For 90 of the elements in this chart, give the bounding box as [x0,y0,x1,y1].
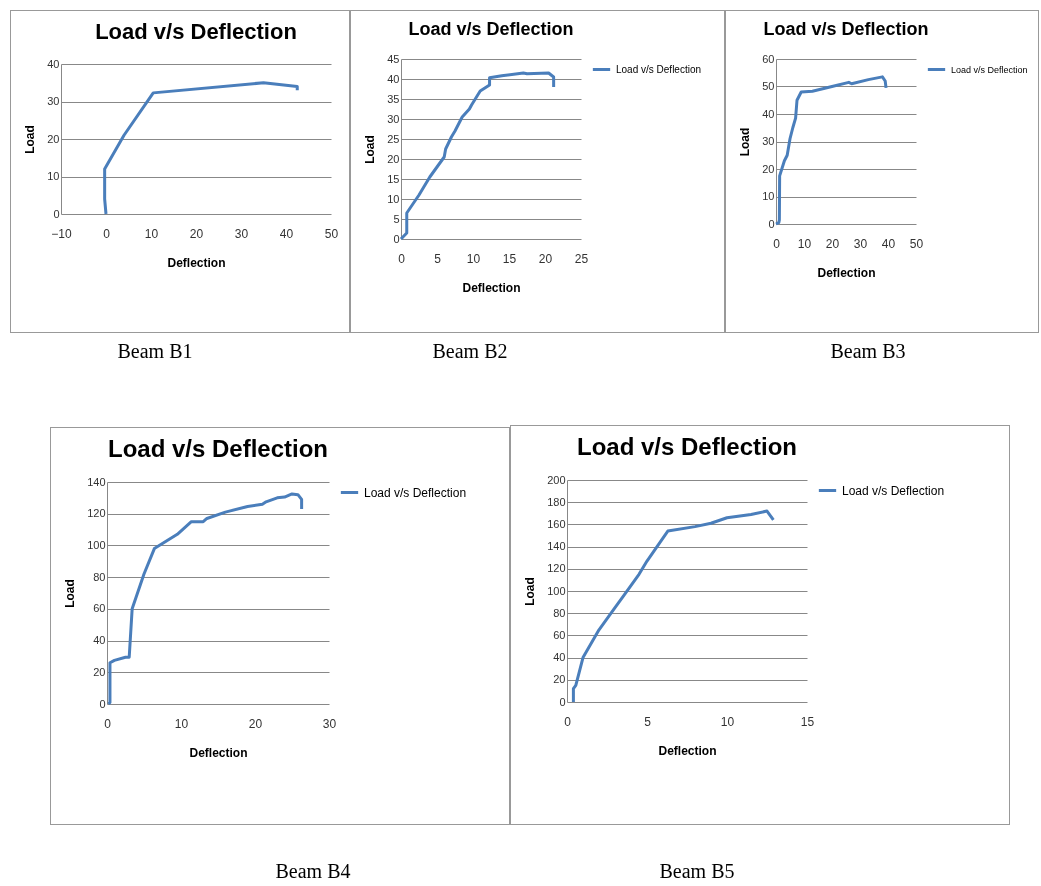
y-tick-label: 40 [762,107,775,120]
y-tick-label: 45 [387,52,400,65]
x-tick-label: 30 [322,716,337,731]
x-tick-label: 20 [189,226,204,241]
x-axis-title: Deflection [189,745,248,760]
text: Beam B4 [274,860,352,883]
x-tick-label: 20 [825,236,840,251]
legend-label: Load v/s Deflection [616,63,702,75]
y-tick-label: 40 [387,72,400,85]
y-tick-label: 50 [762,80,775,92]
chart-title: Load v/s Deflection [107,435,329,462]
y-tick-label: 20 [93,665,106,678]
y-tick-label: 20 [387,152,400,165]
legend-label: Load v/s Deflection [364,485,467,500]
y-tick-label: 0 [768,217,775,230]
legend-label: Load v/s Deflection [842,483,945,498]
y-tick-label: 30 [762,135,775,147]
y-tick-label: 10 [762,190,775,202]
y-tick-label: 30 [47,95,60,107]
line-series [103,81,299,216]
y-tick-label: 20 [762,162,775,175]
chart-title: Load v/s Deflection [763,19,929,39]
y-axis-title: Load [363,135,378,164]
y-tick-label: 10 [47,170,60,182]
text: Beam B5 [658,860,736,883]
y-tick-label: 30 [387,112,400,125]
line-series [106,492,304,706]
y-tick-label: 60 [762,52,775,65]
y-tick-label: 20 [47,132,60,145]
chart-title: Load v/s Deflection [576,433,798,460]
text: Beam B3 [829,340,907,363]
x-tick-label: 5 [434,251,442,266]
x-tick-label: 20 [248,716,263,731]
y-tick-label: 5 [393,212,400,225]
chart-title: Load v/s Deflection [95,19,297,44]
y-tick-label: 40 [93,634,106,647]
line-series [399,71,556,241]
x-tick-label: 10 [466,251,481,266]
y-axis-title: Load [738,127,753,157]
y-tick-label: 120 [87,507,106,520]
x-axis-title: Deflection [462,280,521,295]
y-tick-label: 80 [553,606,566,619]
y-tick-label: 140 [87,475,106,488]
y-tick-label: 60 [553,628,566,641]
y-tick-label: 0 [559,695,566,708]
y-axis-title: Load [63,579,78,608]
y-tick-label: 10 [387,192,400,205]
y-tick-label: 120 [547,562,566,575]
x-tick-label: 10 [720,714,735,729]
y-tick-label: 180 [547,495,566,508]
chart-title: Load v/s Deflection [408,19,574,39]
y-tick-label: 80 [93,570,106,583]
x-tick-label: 40 [881,236,896,251]
y-tick-label: 0 [99,697,106,710]
y-tick-label: 40 [553,651,566,664]
y-axis-title: Load [23,125,38,154]
x-axis-title: Deflection [658,743,717,758]
legend-label: Load v/s Deflection [951,64,1028,75]
y-tick-label: 60 [93,602,106,615]
x-tick-label: 10 [174,716,189,731]
x-tick-label: 10 [144,226,159,241]
y-tick-label: 100 [87,538,106,551]
y-tick-label: 35 [387,92,400,105]
y-tick-label: 25 [387,132,400,145]
x-tick-label: −10 [51,226,72,241]
y-tick-label: 0 [53,207,60,220]
x-tick-label: 50 [324,226,339,241]
x-axis-title: Deflection [817,265,876,280]
y-tick-label: 200 [547,473,566,486]
y-tick-label: 40 [47,57,60,70]
x-tick-label: 10 [797,236,812,251]
x-tick-label: 5 [644,714,652,729]
x-axis-title: Deflection [167,255,226,270]
x-tick-label: 15 [502,251,517,266]
x-tick-label: 40 [279,226,294,241]
line-series [571,509,775,704]
x-tick-label: 30 [853,236,868,251]
x-tick-label: 25 [574,251,589,266]
y-tick-label: 140 [547,540,566,553]
x-tick-label: 50 [909,236,924,251]
y-tick-label: 15 [387,172,400,185]
text: Beam B1 [116,340,194,363]
y-tick-label: 160 [547,517,566,530]
text: Beam B2 [431,340,509,363]
y-axis-title: Load [523,577,538,606]
y-tick-label: 20 [553,673,566,686]
line-series [774,75,888,226]
x-tick-label: 15 [800,714,815,729]
x-tick-label: 30 [234,226,249,241]
y-tick-label: 100 [547,584,566,597]
